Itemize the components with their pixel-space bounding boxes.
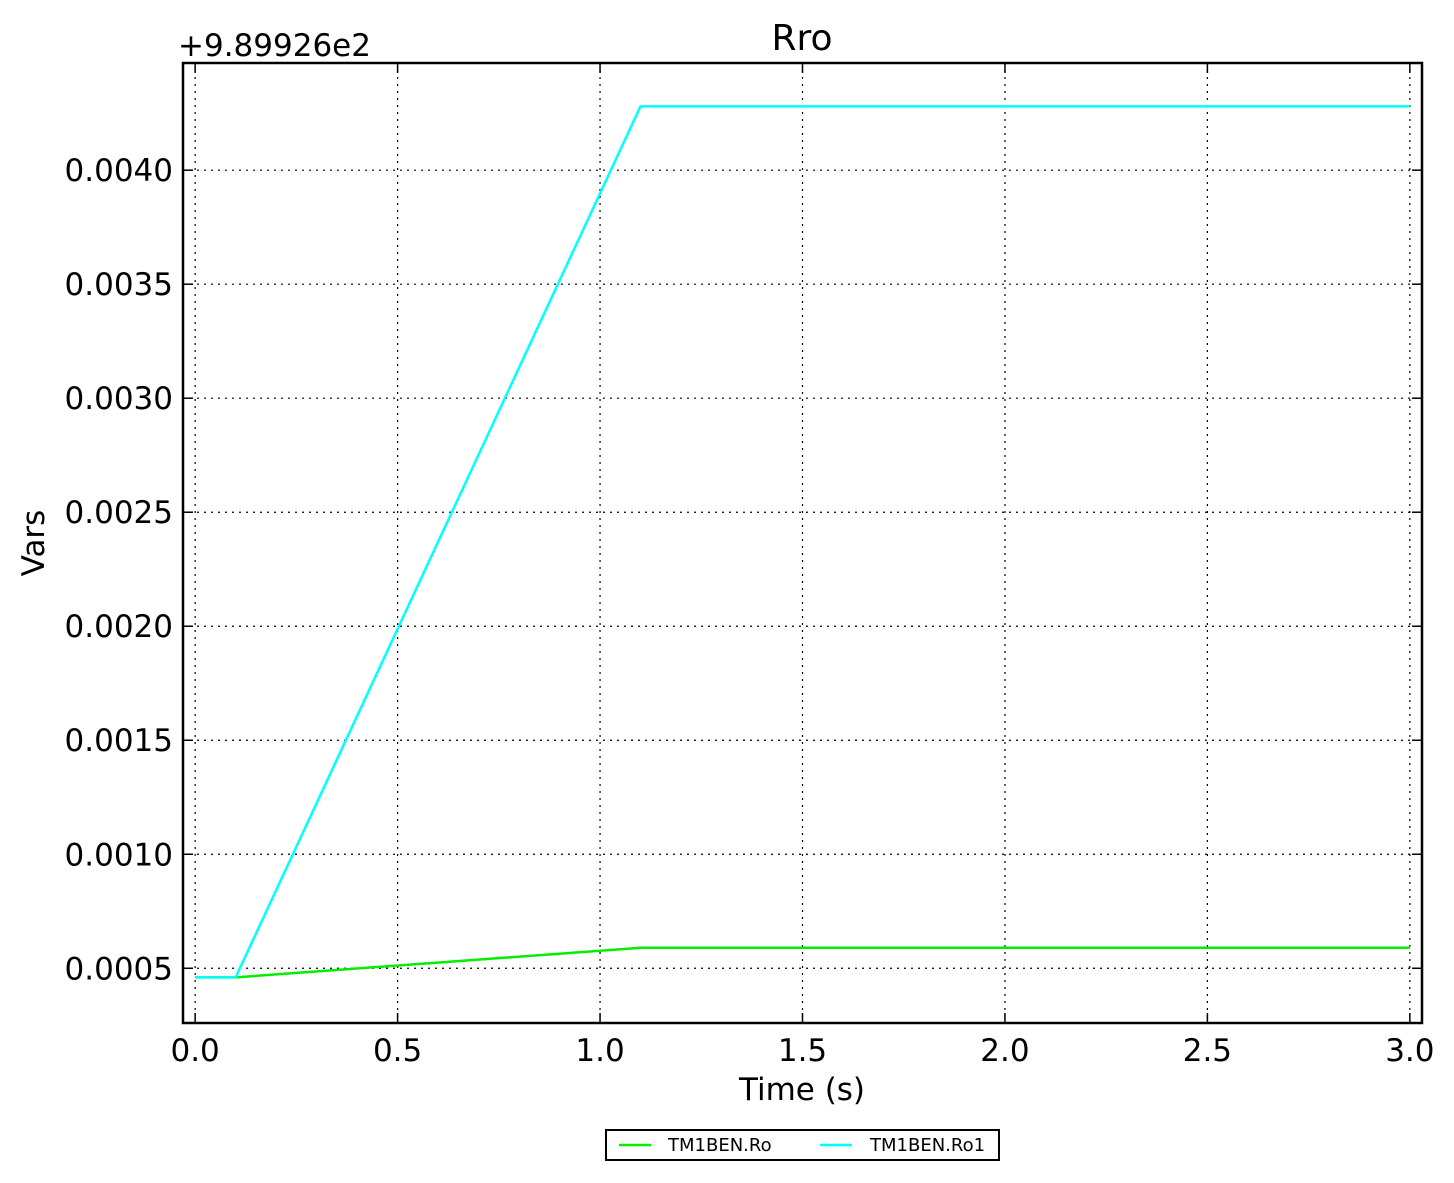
x-axis-label: Time (s) [738,1072,865,1108]
tick-layer [183,63,1422,1023]
legend-label-tm1ben-ro1: TM1BEN.Ro1 [869,1135,985,1156]
y-tick-label: 0.0035 [65,267,173,303]
series-line-tm1ben-ro1 [195,105,1410,979]
y-tick-label: 0.0020 [65,609,173,645]
legend-box [605,1129,1000,1161]
y-tick-label: 0.0010 [65,837,173,873]
x-tick-label: 0.0 [170,1033,219,1069]
y-axis-label: Vars [16,510,52,577]
y-tick-label: 0.0005 [65,951,173,987]
x-tick-label: 3.0 [1385,1033,1434,1069]
y-tick-label: 0.0040 [65,153,173,189]
grid-layer [183,63,1422,1023]
legend: TM1BEN.Ro TM1BEN.Ro1 [605,1129,1000,1161]
chart-title: Rro [771,18,832,59]
x-tick-label: 2.0 [980,1033,1029,1069]
y-tick-label: 0.0025 [65,495,173,531]
y-tick-label: 0.0030 [65,381,173,417]
x-tick-label: 2.5 [1183,1033,1232,1069]
y-tick-label: 0.0015 [65,723,173,759]
x-tick-label: 1.5 [778,1033,827,1069]
x-tick-label: 0.5 [373,1033,422,1069]
y-axis-offset-label: +9.89926e2 [178,28,371,64]
plot-area-frame [181,61,1424,1025]
x-tick-label: 1.0 [575,1033,624,1069]
legend-label-tm1ben-ro: TM1BEN.Ro [667,1135,772,1156]
series-layer [195,105,1410,979]
tick-label-layer: 0.0 0.5 1.0 1.5 2.0 2.5 3.0 0.0005 0.0010 0.0015 0… [65,153,1435,1069]
